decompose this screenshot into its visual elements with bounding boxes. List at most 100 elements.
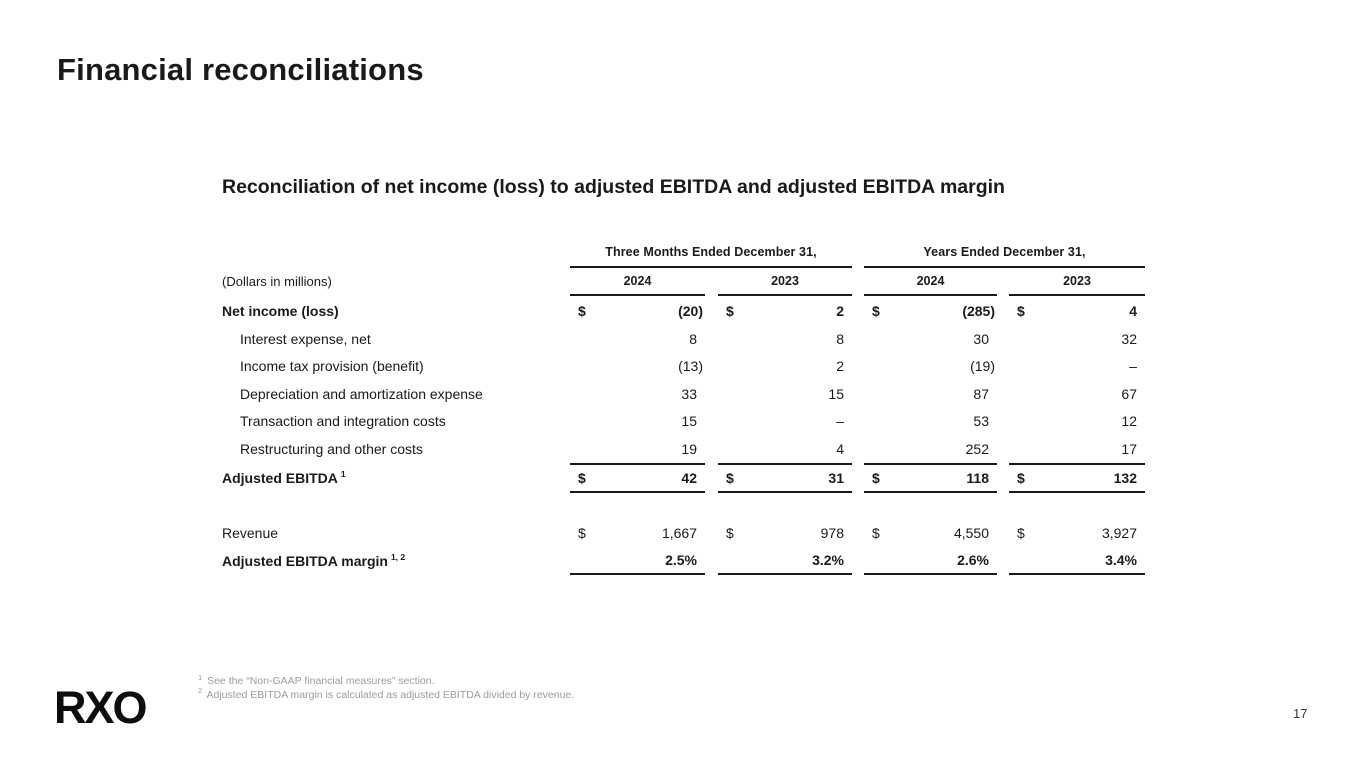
units-note: (Dollars in millions) — [222, 273, 332, 289]
year-header-q-2023: 2023 — [718, 268, 852, 296]
value: 67 — [1121, 385, 1137, 402]
value-cell: 53 — [864, 408, 997, 436]
table-row: Depreciation and amortization expense 33 1… — [222, 380, 1145, 408]
currency-symbol: $ — [726, 469, 734, 486]
value: (20) — [678, 302, 703, 319]
column-group-three-months: Three Months Ended December 31, — [570, 240, 852, 268]
value: 42 — [681, 469, 697, 486]
value: 132 — [1113, 469, 1137, 486]
year-header-y-2024: 2024 — [864, 268, 997, 296]
row-label: Transaction and integration costs — [240, 413, 446, 430]
value: 3,927 — [1101, 525, 1137, 542]
value: 978 — [820, 525, 844, 542]
value-cell: 3.2% — [718, 547, 852, 575]
currency-symbol: $ — [1017, 302, 1025, 319]
value-cell: 2.6% — [864, 547, 997, 575]
value-cell: $4 — [1009, 296, 1145, 325]
value: 3.2% — [812, 551, 844, 568]
value-cell: 4 — [718, 435, 852, 463]
value-cell: 3.4% — [1009, 547, 1145, 575]
table-row: Income tax provision (benefit) (13) 2 (19) – — [222, 353, 1145, 381]
table-title: Reconciliation of net income (loss) to a… — [222, 176, 1005, 198]
row-label: Adjusted EBITDA 1 — [222, 468, 346, 486]
value: 4,550 — [953, 525, 989, 542]
footnote-marker: 1 — [198, 672, 203, 682]
currency-symbol: $ — [872, 469, 880, 486]
value: 2 — [836, 302, 844, 319]
value-cell: 19 — [570, 435, 705, 463]
value-cell: 252 — [864, 435, 997, 463]
value-cell: $3,927 — [1009, 520, 1145, 548]
reconciliation-table: Three Months Ended December 31, Years En… — [222, 240, 1145, 575]
row-label: Income tax provision (benefit) — [240, 358, 424, 375]
currency-symbol: $ — [726, 302, 734, 319]
table-row: Net income (loss) $ (20) $2 $ (285) $4 — [222, 296, 1145, 325]
value-cell: $118 — [864, 462, 997, 493]
currency-symbol: $ — [578, 302, 586, 319]
value: 8 — [836, 330, 844, 347]
value-cell: $1,667 — [570, 520, 705, 548]
value-cell: $ (20) — [570, 296, 705, 325]
value-cell: 8 — [570, 325, 705, 353]
row-label: Net income (loss) — [222, 302, 339, 319]
value: 3.4% — [1105, 551, 1137, 568]
value-cell: $4,550 — [864, 520, 997, 548]
value-cell: 8 — [718, 325, 852, 353]
value: 118 — [966, 469, 989, 486]
value: – — [836, 413, 844, 430]
value-cell: 33 — [570, 380, 705, 408]
value-cell: 12 — [1009, 408, 1145, 436]
currency-symbol: $ — [1017, 525, 1025, 542]
table-group-header-row: Three Months Ended December 31, Years En… — [222, 240, 1145, 268]
footnote-marker: 2 — [198, 686, 203, 695]
row-label: Interest expense, net — [240, 330, 371, 347]
table-row: Restructuring and other costs 19 4 252 17 — [222, 435, 1145, 463]
row-label: Adjusted EBITDA margin 1, 2 — [222, 552, 406, 569]
page-title: Financial reconciliations — [57, 52, 424, 87]
value: 15 — [681, 413, 697, 430]
table-row: Transaction and integration costs 15 – 53 12 — [222, 408, 1145, 436]
footnotes: 1 See the “Non-GAAP financial measures” … — [198, 672, 574, 702]
currency-symbol: $ — [872, 525, 880, 542]
year-header-q-2024: 2024 — [570, 268, 705, 296]
table-body: Net income (loss) $ (20) $2 $ (285) $4 Interest… — [222, 296, 1145, 575]
column-group-years: Years Ended December 31, — [864, 240, 1145, 268]
value: 32 — [1121, 330, 1137, 347]
row-label: Depreciation and amortization expense — [240, 385, 483, 402]
footnote-line: 1 See the “Non-GAAP financial measures” … — [198, 672, 435, 687]
value: (19) — [970, 358, 995, 375]
rxo-logo: RXO — [54, 682, 148, 733]
value: (285) — [962, 302, 995, 319]
value: – — [1129, 358, 1137, 375]
value-cell: $ (285) — [864, 296, 997, 325]
value-cell: 2.5% — [570, 547, 705, 575]
value: 8 — [689, 330, 697, 347]
table-row: Interest expense, net 8 8 30 32 — [222, 325, 1145, 353]
value-cell: 15 — [718, 380, 852, 408]
table-year-header-row: (Dollars in millions) 2024 2023 2024 202… — [222, 268, 1145, 296]
value: 87 — [973, 385, 989, 402]
value-cell: 32 — [1009, 325, 1145, 353]
year-header-y-2023: 2023 — [1009, 268, 1145, 296]
value-cell: (19) — [864, 353, 997, 381]
row-label: Restructuring and other costs — [240, 440, 423, 457]
value-cell: $42 — [570, 462, 705, 493]
value: 252 — [965, 440, 989, 457]
value: 33 — [681, 385, 697, 402]
value-cell: 15 — [570, 408, 705, 436]
value: 15 — [828, 385, 844, 402]
value-cell: – — [1009, 353, 1145, 381]
table-spacer-row — [222, 493, 1145, 520]
value-cell: 30 — [864, 325, 997, 353]
page-number: 17 — [1293, 706, 1308, 721]
table-row: Revenue $1,667 $978 $4,550 $3,927 — [222, 520, 1145, 548]
currency-symbol: $ — [578, 469, 586, 486]
value: 30 — [973, 330, 989, 347]
currency-symbol: $ — [578, 525, 586, 542]
value: 53 — [973, 413, 989, 430]
value: 17 — [1121, 440, 1137, 457]
footnote-reference: 1, 2 — [390, 552, 406, 563]
currency-symbol: $ — [726, 525, 734, 542]
value: (13) — [678, 358, 703, 375]
